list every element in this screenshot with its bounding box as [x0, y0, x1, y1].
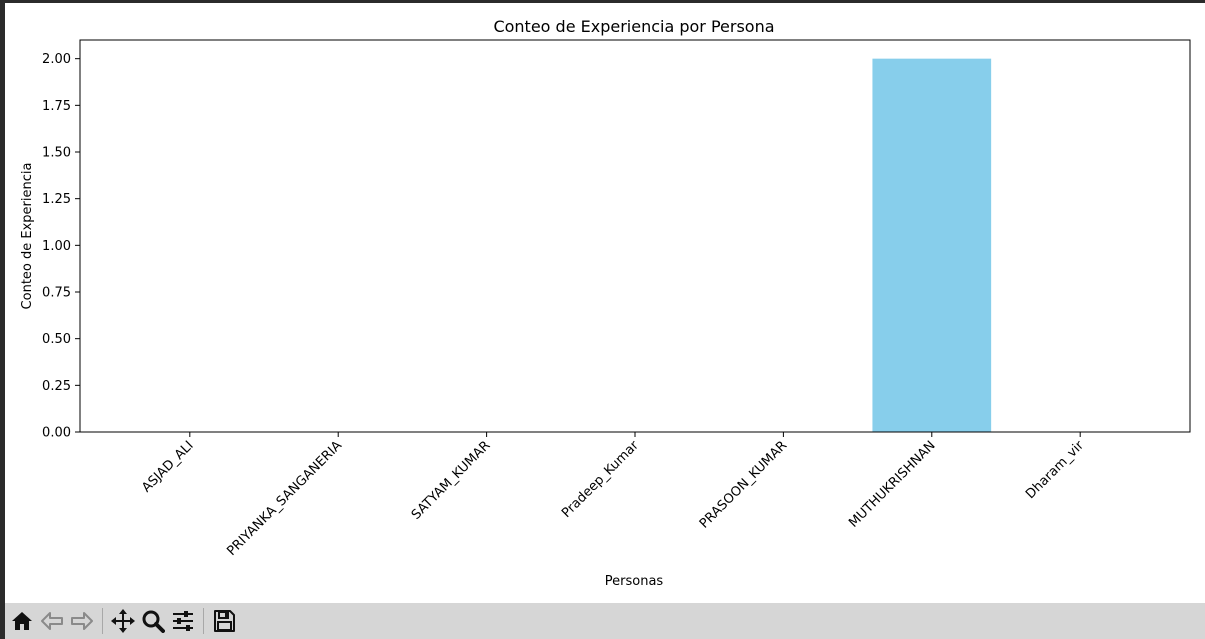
- pan-button[interactable]: [108, 606, 138, 636]
- window-border-top: [0, 0, 1205, 3]
- forward-button[interactable]: [67, 606, 97, 636]
- y-tick-label: 1.75: [42, 99, 71, 114]
- y-tick-label: 0.50: [42, 332, 71, 347]
- x-tick-label: PRASOON_KUMAR: [697, 438, 790, 531]
- x-axis: ASJAD_ALI PRIYANKA_SANGANERIA SATYAM_KUMAR…: [139, 432, 1087, 559]
- zoom-icon: [142, 610, 165, 633]
- y-axis-label: Conteo de Experiencia: [20, 163, 35, 310]
- toolbar-separator: [102, 608, 103, 634]
- y-axis: 0.00 0.25 0.50 0.75 1.00 1.25 1.50 1.75 2.00: [42, 52, 80, 441]
- x-axis-label: Personas: [605, 574, 664, 589]
- window-border-left: [0, 0, 5, 639]
- x-tick-label: Pradeep_Kumar: [559, 438, 642, 521]
- navigation-toolbar: [5, 603, 1205, 639]
- forward-arrow-icon: [71, 612, 93, 630]
- plot-area-frame: [79, 39, 1191, 433]
- pan-icon: [111, 609, 135, 633]
- configure-subplots-icon: [173, 611, 193, 631]
- y-tick-label: 0.25: [42, 379, 71, 394]
- toolbar-separator: [203, 608, 204, 634]
- x-tick-label: SATYAM_KUMAR: [409, 438, 494, 523]
- bar: [872, 58, 992, 433]
- y-tick-label: 1.50: [42, 146, 71, 161]
- back-button[interactable]: [37, 606, 67, 636]
- home-icon: [12, 612, 32, 630]
- bars-group: [872, 58, 992, 433]
- y-tick-label: 0.00: [42, 426, 71, 441]
- y-tick-label: 1.00: [42, 239, 71, 254]
- x-tick-label: Dharam_vir: [1023, 438, 1087, 502]
- x-tick-label: ASJAD_ALI: [139, 438, 196, 495]
- chart-title: Conteo de Experiencia por Persona: [493, 17, 774, 36]
- x-tick-label: MUTHUKRISHNAN: [846, 438, 938, 530]
- y-tick-label: 0.75: [42, 286, 71, 301]
- bar-chart: Conteo de Experiencia por Persona 0.000.…: [20, 17, 1191, 589]
- zoom-button[interactable]: [138, 606, 168, 636]
- back-arrow-icon: [41, 612, 63, 630]
- configure-subplots-button[interactable]: [168, 606, 198, 636]
- save-button[interactable]: [209, 606, 239, 636]
- save-icon: [214, 610, 235, 632]
- figure-canvas: Conteo de Experiencia por Persona 0.00 0.…: [5, 3, 1205, 603]
- home-button[interactable]: [7, 606, 37, 636]
- x-tick-label: PRIYANKA_SANGANERIA: [224, 438, 345, 559]
- y-tick-label: 1.25: [42, 192, 71, 207]
- y-tick-label: 2.00: [42, 52, 71, 67]
